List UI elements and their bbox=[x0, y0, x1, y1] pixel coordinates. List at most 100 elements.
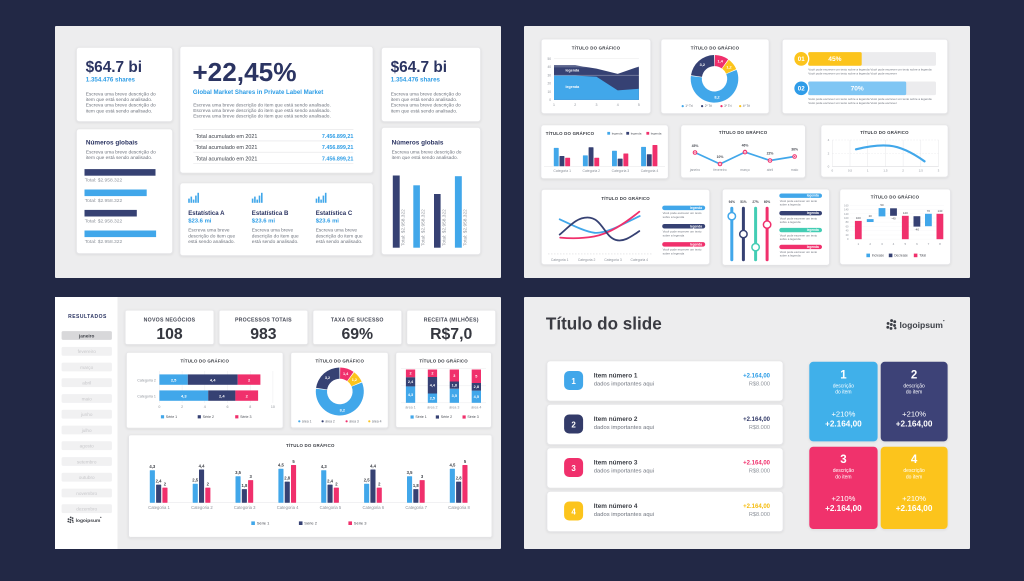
svg-text:4: 4 bbox=[571, 508, 576, 517]
svg-text:agosto: agosto bbox=[80, 444, 94, 449]
svg-text:3: 3 bbox=[596, 103, 598, 107]
svg-text:está sendo analisado.: está sendo analisado. bbox=[252, 239, 299, 245]
svg-text:3: 3 bbox=[881, 242, 883, 246]
svg-text:1,8: 1,8 bbox=[413, 483, 419, 488]
svg-text:TAXA DE SUCESSO: TAXA DE SUCESSO bbox=[331, 318, 384, 324]
svg-text:108: 108 bbox=[156, 326, 183, 343]
svg-text:20: 20 bbox=[869, 214, 873, 218]
svg-text:Escreva uma breve descrição do: Escreva uma breve descrição do bbox=[86, 103, 156, 109]
svg-text:Item número 3: Item número 3 bbox=[594, 459, 638, 466]
svg-text:4,4: 4,4 bbox=[210, 377, 216, 382]
svg-text:3,2: 3,2 bbox=[325, 376, 330, 380]
svg-text:abril: abril bbox=[767, 168, 774, 172]
svg-text:+2.164,00: +2.164,00 bbox=[743, 373, 771, 379]
svg-text:logoipsum: logoipsum bbox=[900, 320, 944, 330]
svg-text:abril: abril bbox=[82, 381, 91, 386]
svg-text:80: 80 bbox=[846, 220, 849, 224]
svg-text:Estatística A: Estatística A bbox=[188, 210, 225, 217]
svg-text:legenda: legenda bbox=[807, 245, 819, 249]
svg-text:10: 10 bbox=[547, 90, 551, 94]
svg-text:Você pode escrever um texto so: Você pode escrever um texto sobre a lege… bbox=[808, 72, 897, 76]
svg-text:Global Market Shares in Privat: Global Market Shares in Private Label Ma… bbox=[193, 89, 323, 96]
svg-text:5: 5 bbox=[638, 103, 640, 107]
svg-text:Categoria 2: Categoria 2 bbox=[578, 258, 596, 262]
svg-text:10: 10 bbox=[271, 405, 275, 409]
svg-text:item que está sendo analisado.: item que está sendo analisado. bbox=[86, 155, 152, 161]
svg-text:+210%: +210% bbox=[831, 494, 855, 503]
svg-text:46%: 46% bbox=[742, 143, 749, 147]
svg-text:36%: 36% bbox=[791, 148, 798, 152]
svg-text:fevereiro: fevereiro bbox=[78, 349, 97, 354]
svg-text:PROCESSOS TOTAIS: PROCESSOS TOTAIS bbox=[235, 318, 292, 324]
svg-text:sobre a legenda: sobre a legenda bbox=[780, 203, 801, 207]
svg-text:4: 4 bbox=[204, 405, 206, 409]
svg-text:Escreva uma breve descrição do: Escreva uma breve descrição do item que … bbox=[193, 114, 331, 120]
svg-text:dados importantes aqui: dados importantes aqui bbox=[594, 425, 654, 431]
svg-text:Escreva uma breve descrição do: Escreva uma breve descrição do item que … bbox=[193, 103, 331, 109]
svg-text:dados importantes aqui: dados importantes aqui bbox=[594, 381, 654, 387]
svg-text:5: 5 bbox=[292, 459, 295, 464]
svg-text:$23.6 mi: $23.6 mi bbox=[316, 219, 340, 225]
svg-text:junho: junho bbox=[80, 412, 93, 417]
svg-text:1,2: 1,2 bbox=[726, 66, 731, 70]
svg-text:TÍTULO DO GRÁFICO: TÍTULO DO GRÁFICO bbox=[601, 196, 650, 201]
svg-text:2: 2 bbox=[378, 481, 381, 486]
svg-text:+22,45%: +22,45% bbox=[192, 57, 296, 87]
svg-text:3: 3 bbox=[453, 374, 455, 378]
svg-text:legenda: legenda bbox=[651, 132, 662, 136]
svg-text:Escreva uma breve descrição do: Escreva uma breve descrição do bbox=[391, 92, 461, 98]
svg-text:Total: Total bbox=[919, 254, 926, 258]
svg-text:Decrease: Decrease bbox=[894, 254, 908, 258]
svg-text:Série 1: Série 1 bbox=[166, 415, 177, 419]
svg-text:legenda: legenda bbox=[807, 194, 819, 198]
svg-text:40: 40 bbox=[547, 65, 551, 69]
svg-text:69%: 69% bbox=[341, 326, 373, 343]
svg-text:Escreva uma breve descrição do: Escreva uma breve descrição do bbox=[391, 103, 461, 109]
svg-text:2: 2 bbox=[574, 103, 576, 107]
svg-text:3: 3 bbox=[840, 454, 846, 466]
svg-text:Item número 4: Item número 4 bbox=[594, 503, 638, 510]
svg-text:3,5: 3,5 bbox=[452, 394, 457, 398]
svg-text:983: 983 bbox=[250, 326, 277, 343]
svg-text:R$8.000: R$8.000 bbox=[749, 381, 770, 387]
svg-text:2,8: 2,8 bbox=[456, 475, 462, 480]
svg-text:área 2: área 2 bbox=[427, 405, 437, 409]
svg-text:descrição: descrição bbox=[903, 468, 925, 474]
svg-text:+2.164,00: +2.164,00 bbox=[825, 419, 862, 428]
svg-text:legenda: legenda bbox=[566, 85, 581, 89]
svg-text:área 2: área 2 bbox=[325, 419, 335, 423]
svg-text:Item número 1: Item número 1 bbox=[594, 372, 638, 379]
svg-text:94%: 94% bbox=[729, 200, 736, 204]
svg-text:8,2: 8,2 bbox=[340, 408, 345, 412]
svg-text:1,4: 1,4 bbox=[718, 60, 724, 64]
svg-text:3,5: 3,5 bbox=[235, 470, 241, 475]
svg-text:item que está sendo analisado.: item que está sendo analisado. bbox=[391, 97, 457, 103]
svg-text:área 3: área 3 bbox=[449, 405, 459, 409]
svg-text:Categoria 8: Categoria 8 bbox=[448, 505, 470, 510]
svg-text:março: março bbox=[740, 168, 750, 172]
svg-text:4,3: 4,3 bbox=[321, 464, 327, 469]
svg-text:+2.164,00: +2.164,00 bbox=[743, 417, 771, 423]
svg-text:sobre a legenda: sobre a legenda bbox=[780, 237, 801, 241]
svg-text:1,5: 1,5 bbox=[883, 168, 888, 172]
svg-text:TÍTULO DO GRÁFICO: TÍTULO DO GRÁFICO bbox=[181, 358, 230, 363]
svg-text:+210%: +210% bbox=[902, 409, 926, 418]
svg-text:0,5: 0,5 bbox=[848, 168, 853, 172]
svg-text:Total: $2.958.322: Total: $2.958.322 bbox=[400, 209, 406, 246]
svg-text:legenda: legenda bbox=[807, 228, 819, 232]
svg-text:Estatística B: Estatística B bbox=[252, 210, 289, 217]
svg-text:TÍTULO DO GRÁFICO: TÍTULO DO GRÁFICO bbox=[691, 45, 740, 50]
svg-text:item que está sendo analisado.: item que está sendo analisado. bbox=[86, 108, 152, 114]
svg-text:$23.6 mi: $23.6 mi bbox=[188, 219, 212, 225]
svg-text:Total acumulado em 2021: Total acumulado em 2021 bbox=[196, 134, 258, 140]
svg-text:Categoria 1: Categoria 1 bbox=[137, 395, 156, 399]
svg-text:Total: $2.958.322: Total: $2.958.322 bbox=[85, 178, 123, 184]
svg-text:4,3: 4,3 bbox=[149, 464, 155, 469]
svg-text:3,2: 3,2 bbox=[700, 63, 705, 67]
svg-text:Escreva uma breve descrição do: Escreva uma breve descrição do bbox=[392, 150, 462, 156]
svg-text:7: 7 bbox=[928, 242, 930, 246]
svg-text:janeiro: janeiro bbox=[78, 333, 95, 338]
svg-text:Total acumulado em 2021: Total acumulado em 2021 bbox=[196, 156, 258, 162]
svg-text:Total: $2.958.322: Total: $2.958.322 bbox=[85, 239, 123, 245]
svg-text:4,5: 4,5 bbox=[474, 395, 479, 399]
